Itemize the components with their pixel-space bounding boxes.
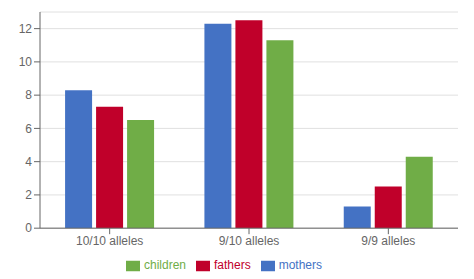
svg-text:8: 8 [25, 88, 32, 102]
html-text:fathers: fathers [214, 258, 251, 273]
svg-text:10: 10 [19, 55, 33, 69]
svg-text:12: 12 [19, 22, 33, 36]
svg-text:4: 4 [25, 155, 32, 169]
html-text:children: children [144, 258, 186, 273]
html-text:mothers: mothers [278, 258, 322, 273]
svg-text:10/10 alleles: 10/10 alleles [76, 234, 143, 248]
svg-text:9/9 alleles: 9/9 alleles [361, 234, 415, 248]
svg-text:2: 2 [25, 188, 32, 202]
svg-text:6: 6 [25, 122, 32, 136]
svg-text:0: 0 [25, 221, 32, 235]
svg-text:9/10 alleles: 9/10 alleles [219, 234, 280, 248]
